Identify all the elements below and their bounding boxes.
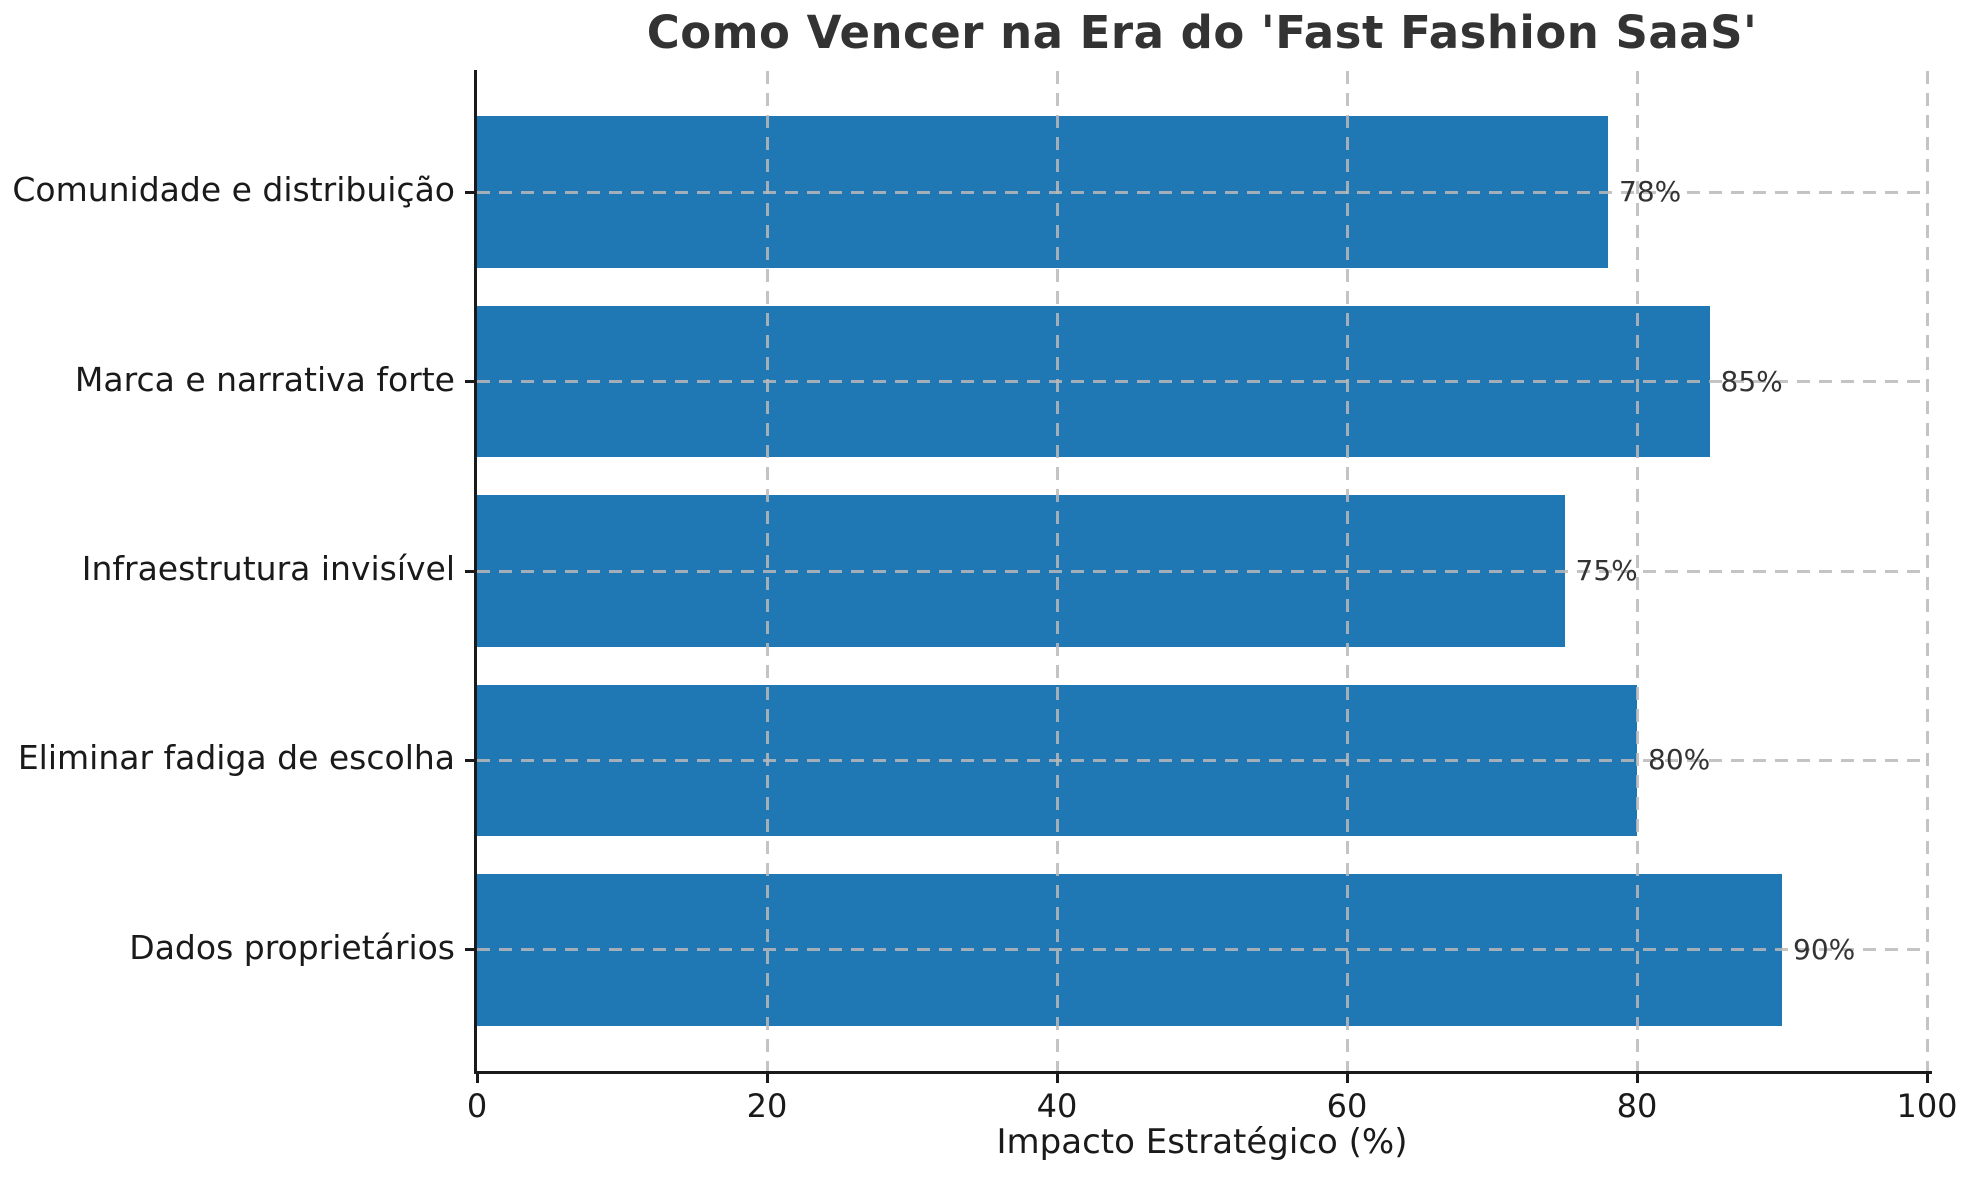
x-axis-spine [474,1071,1932,1074]
x-tick-mark [475,1071,479,1083]
x-tick-mark [1635,1071,1639,1083]
y-tick-mark [465,569,477,573]
bar-value-label: 75% [1575,554,1638,587]
category-label: Comunidade e distribuição [12,170,455,210]
chart-title: Como Vencer na Era do 'Fast Fashion SaaS… [646,6,1758,59]
x-tick-mark [765,1071,769,1083]
bar-value-label: 80% [1648,743,1711,777]
x-tick-label: 0 [466,1087,488,1125]
gridline-horizontal [477,190,1927,194]
bar-value-label: 85% [1720,364,1783,398]
gridline-vertical [1345,71,1349,1071]
x-tick-mark [1345,1071,1349,1083]
bar-value-label: 90% [1793,932,1856,966]
x-tick-mark [1925,1071,1929,1083]
x-tick-label: 40 [1036,1087,1078,1125]
gridline-vertical [1055,71,1059,1071]
category-label: Eliminar fadiga de escolha [17,738,455,778]
y-tick-mark [465,380,477,384]
y-tick-mark [465,948,477,952]
x-tick-mark [1055,1071,1059,1083]
x-tick-label: 60 [1326,1087,1368,1125]
gridline-horizontal [477,948,1927,952]
x-tick-label: 100 [1896,1087,1958,1125]
y-axis-spine [474,70,477,1074]
y-tick-mark [465,190,477,194]
gridline-horizontal [477,569,1927,573]
bar-value-label: 78% [1619,175,1682,209]
gridline-horizontal [477,758,1927,762]
y-tick-mark [465,758,477,762]
x-axis-label: Impacto Estratégico (%) [996,1122,1408,1162]
gridline-vertical [1635,71,1639,1071]
category-label: Marca e narrativa forte [74,359,455,399]
x-tick-label: 20 [746,1087,788,1125]
x-tick-label: 80 [1616,1087,1658,1125]
gridline-vertical [1925,71,1929,1071]
gridline-horizontal [477,380,1927,384]
category-label: Dados proprietários [129,927,455,967]
category-label: Infraestrutura invisível [81,549,455,588]
gridline-vertical [765,71,769,1071]
